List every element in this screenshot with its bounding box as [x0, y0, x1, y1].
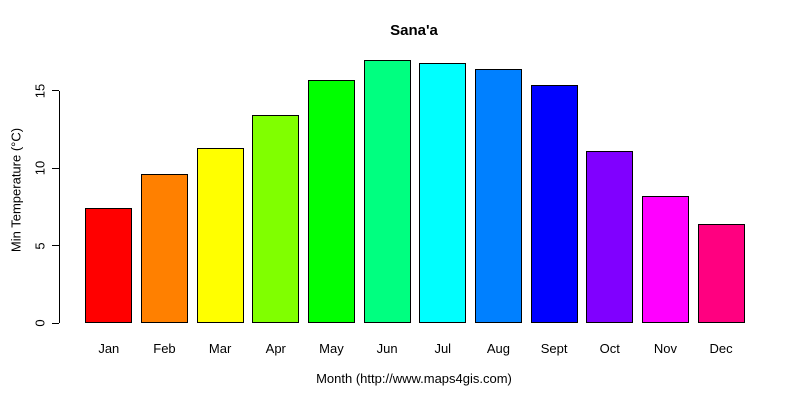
y-axis-tick: [52, 245, 59, 247]
y-axis-tick-label: 0: [32, 319, 48, 327]
x-axis-label-aug: Aug: [486, 341, 510, 356]
x-axis-label-jul: Jul: [434, 341, 452, 356]
x-axis-label-dec: Dec: [709, 341, 733, 356]
y-axis-tick: [52, 90, 59, 92]
y-axis-tick-label: 10: [32, 160, 48, 176]
bar-apr: [252, 115, 300, 323]
y-axis-title: Min Temperature (°C): [8, 127, 24, 253]
x-axis-label-mar: Mar: [208, 341, 232, 356]
bar-sept: [530, 84, 578, 323]
x-axis-title: Month (http://www.maps4gis.com): [316, 371, 512, 386]
bar-jul: [419, 62, 467, 323]
x-axis-label-nov: Nov: [653, 341, 677, 356]
x-axis-label-sept: Sept: [540, 341, 568, 356]
chart-title: Sana'a: [390, 22, 438, 39]
y-axis-tick: [52, 167, 59, 169]
bar-nov: [641, 196, 689, 323]
x-axis-label-oct: Oct: [599, 341, 620, 356]
bar-jan: [85, 208, 133, 323]
bar-may: [307, 79, 355, 323]
x-axis-label-apr: Apr: [265, 341, 286, 356]
x-axis-label-may: May: [319, 341, 344, 356]
x-axis-label-jan: Jan: [98, 341, 120, 356]
bar-jun: [363, 59, 411, 323]
x-axis-label-jun: Jun: [376, 341, 398, 356]
bar-mar: [196, 147, 244, 323]
bar-dec: [697, 223, 745, 323]
bar-oct: [586, 151, 634, 323]
y-axis-tick-label: 5: [32, 241, 48, 250]
y-axis-tick: [52, 322, 59, 324]
y-axis-tick-label: 15: [32, 83, 48, 98]
bar-aug: [474, 69, 522, 323]
x-axis-label-feb: Feb: [153, 341, 176, 356]
bar-feb: [140, 174, 188, 323]
y-axis-line: [59, 90, 60, 323]
